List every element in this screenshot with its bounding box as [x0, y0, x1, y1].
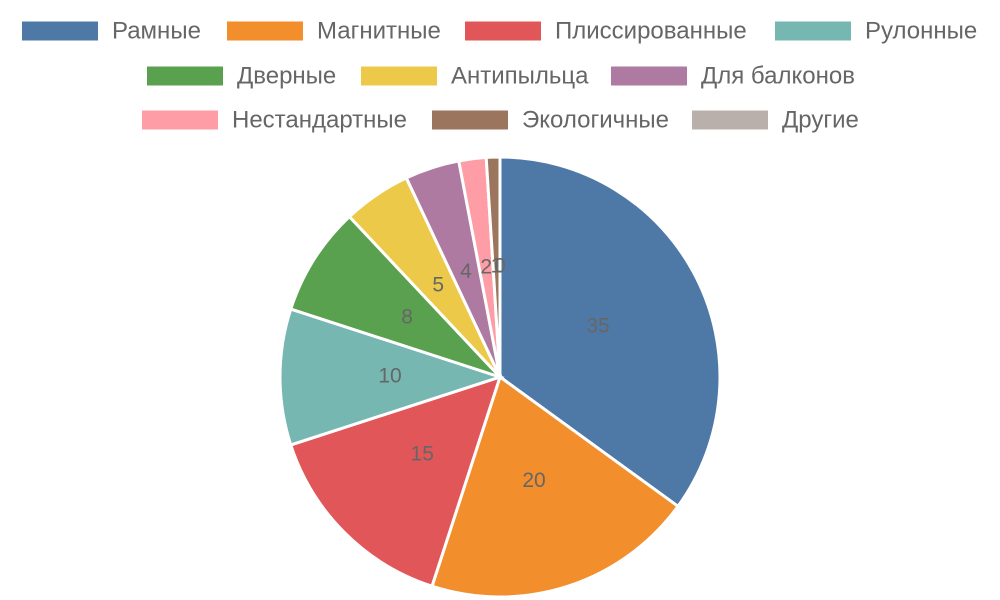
- legend-swatch: [142, 110, 218, 130]
- slice-value-label: 2: [480, 255, 492, 278]
- legend-item[interactable]: Магнитные: [227, 17, 441, 44]
- pie-slice[interactable]: [430, 374, 681, 599]
- legend-item[interactable]: Нестандартные: [142, 106, 407, 133]
- slice-value-label: 15: [411, 442, 434, 465]
- legend-swatch: [227, 21, 303, 41]
- legend-item[interactable]: Плиссированные: [465, 17, 747, 44]
- legend-label: Магнитные: [317, 17, 441, 44]
- legend-label: Дверные: [237, 62, 336, 89]
- pie-slices: [278, 155, 722, 599]
- legend-label: Другие: [782, 106, 859, 133]
- chart-legend: Рамные Магнитные Плиссированные Рулонные Две…: [22, 17, 977, 133]
- legend-swatch: [147, 66, 223, 86]
- slice-value-label: 1: [491, 255, 503, 278]
- pie-slice[interactable]: [288, 214, 502, 379]
- pie-slice[interactable]: [498, 155, 722, 509]
- slice-value-label: 10: [378, 365, 401, 388]
- legend-item[interactable]: Экологичные: [432, 106, 669, 133]
- slice-value-label: 0: [494, 255, 506, 278]
- legend-swatch: [22, 21, 98, 41]
- legend-swatch: [611, 66, 687, 86]
- legend-item[interactable]: Антипыльца: [361, 62, 589, 89]
- legend-label: Нестандартные: [232, 106, 407, 133]
- legend-swatch: [465, 21, 541, 41]
- legend-item[interactable]: Для балконов: [611, 62, 855, 89]
- legend-swatch: [692, 110, 768, 130]
- legend-swatch: [361, 66, 437, 86]
- legend-label: Плиссированные: [555, 17, 747, 44]
- legend-item[interactable]: Другие: [692, 106, 859, 133]
- legend-label: Рамные: [112, 17, 201, 44]
- legend-item[interactable]: Рулонные: [775, 17, 977, 44]
- pie-slice[interactable]: [484, 155, 502, 378]
- legend-label: Экологичные: [522, 106, 669, 133]
- legend-label: Для балконов: [701, 62, 855, 89]
- legend-item[interactable]: Дверные: [147, 62, 336, 89]
- slice-value-label: 8: [401, 306, 413, 329]
- slice-value-label: 20: [522, 469, 545, 492]
- slice-value-label: 5: [432, 274, 444, 297]
- legend-label: Антипыльца: [451, 62, 589, 89]
- pie-slice[interactable]: [278, 307, 505, 447]
- legend-item[interactable]: Рамные: [22, 17, 201, 44]
- legend-swatch: [775, 21, 851, 41]
- slice-value-label: 35: [586, 315, 609, 338]
- slice-value-label: 4: [460, 260, 472, 283]
- legend-label: Рулонные: [865, 17, 977, 44]
- legend-swatch: [432, 110, 508, 130]
